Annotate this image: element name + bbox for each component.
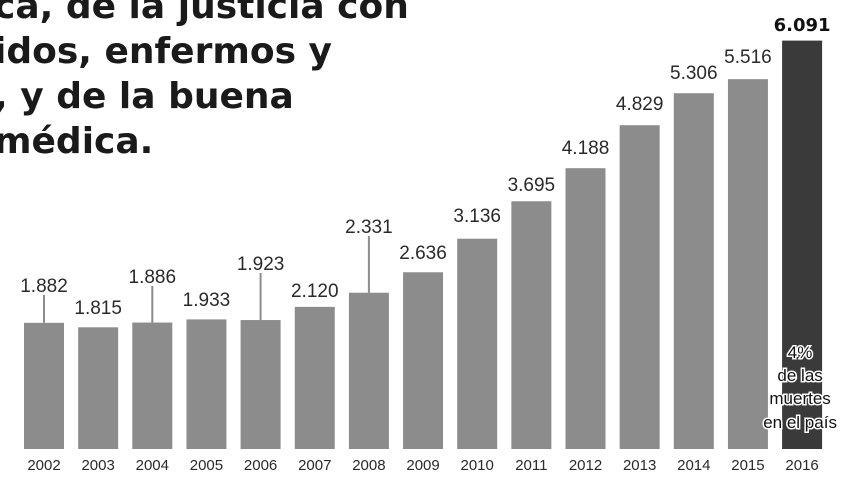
headline-line: idos, enfermos y [0,31,333,72]
x-tick-label-2009: 2009 [406,457,439,474]
x-tick-label-2010: 2010 [461,457,494,474]
value-label-2003: 1.815 [74,298,122,319]
headline-line: , y de la buena [0,76,294,117]
value-label-2010: 3.136 [453,206,501,227]
bar-2010 [457,238,498,449]
value-label-2002: 1.882 [20,276,68,297]
x-tick-label-2003: 2003 [81,457,114,474]
bar-2005 [186,319,227,449]
x-tick-label-2016: 2016 [785,457,818,474]
value-label-2013: 4.829 [616,94,664,115]
bar-2013 [619,125,660,449]
annotation-line: 4% [788,343,813,362]
annotation-line: muertes [769,389,830,408]
headline-line: ca, de la justicia con [0,0,409,27]
value-label-2011: 3.695 [508,175,556,196]
bar-2015 [727,79,768,449]
bar-2011 [511,201,552,449]
x-tick-label-2012: 2012 [569,457,602,474]
x-tick-label-2008: 2008 [352,457,385,474]
value-label-2005: 1.933 [183,290,231,311]
bar-2012 [565,168,606,449]
annotation-line: de las [777,366,822,385]
x-tick-label-2002: 2002 [27,457,60,474]
value-label-2008: 2.331 [345,217,393,238]
bar-2009 [403,272,444,449]
bar-2006 [240,320,281,449]
x-tick-label-2004: 2004 [136,457,169,474]
bar-2007 [294,306,335,449]
value-label-2007: 2.120 [291,281,339,302]
value-label-2004: 1.886 [129,267,177,288]
x-tick-label-2014: 2014 [677,457,710,474]
bar-2003 [78,327,119,449]
value-label-2006: 1.923 [237,254,285,275]
annotation-line: en el país [763,413,837,432]
value-label-2009: 2.636 [399,243,447,264]
x-tick-label-2006: 2006 [244,457,277,474]
bar-2004 [132,322,173,449]
value-label-2015: 5.516 [724,47,772,68]
x-tick-label-2011: 2011 [515,457,547,474]
headline-text: ca, de la justicia con idos, enfermos y … [0,0,414,164]
bar-2008 [348,292,389,449]
headline-line: médica. [0,121,154,162]
bar-2016 [782,40,823,449]
value-label-2014: 5.306 [670,63,718,84]
x-tick-label-2013: 2013 [623,457,656,474]
x-tick-label-2007: 2007 [298,457,331,474]
x-tick-label-2015: 2015 [731,457,764,474]
bar-2002 [24,322,64,449]
value-label-2012: 4.188 [562,138,610,159]
x-tick-label-2005: 2005 [190,457,223,474]
bar-2014 [673,93,714,449]
value-label-2016: 6.091 [774,15,831,36]
